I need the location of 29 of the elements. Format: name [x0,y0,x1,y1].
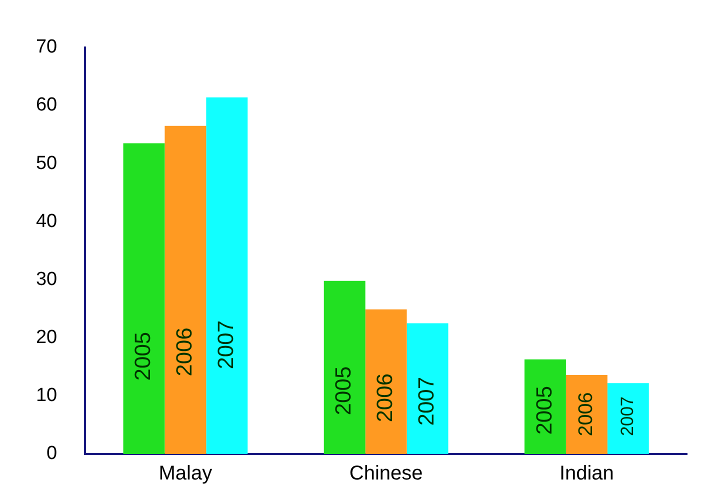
bar [566,375,608,454]
text: 2006 [575,392,598,436]
bar [524,359,566,454]
bar [324,280,366,454]
bar [206,97,248,454]
y-tick-label: 10 [36,385,58,406]
x-tick-label: Chinese [349,462,423,485]
y-tick-label: 0 [46,443,58,464]
y-tick-label: 20 [36,327,58,348]
text: 2007 [617,396,638,436]
series-label: 2006 [172,327,197,376]
series-label: 2007 [414,376,439,426]
x-tick-label: Malay [158,462,212,485]
bar [123,143,165,454]
series-label: 2005 [531,386,556,435]
bar [607,383,649,454]
y-tick-label: 60 [36,94,58,116]
y-tick-label: 50 [36,152,58,174]
bar [406,323,448,454]
x-tick-label: Indian [559,462,614,485]
bar [164,126,206,454]
text: 2006 [372,373,398,422]
bar [365,309,407,454]
text: 2007 [212,320,238,370]
y-tick-label: 70 [36,36,58,58]
y-tick-label: 30 [36,268,58,290]
y-tick-label: 40 [36,210,58,232]
text: 2005 [130,332,156,381]
text: 2005 [330,366,356,416]
